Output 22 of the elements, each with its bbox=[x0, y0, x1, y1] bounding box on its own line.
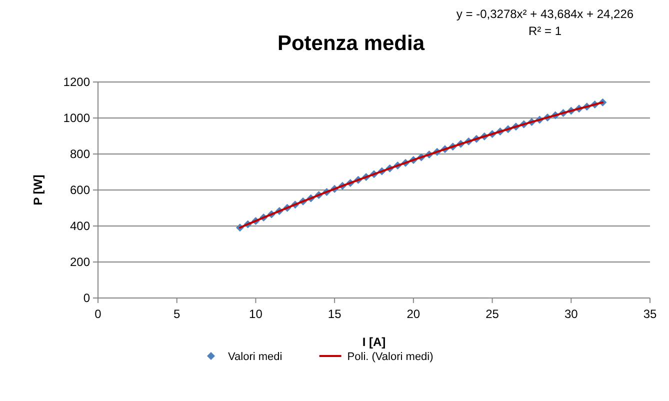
x-tick-label: 0 bbox=[94, 307, 102, 321]
text: R² = 1 bbox=[528, 24, 562, 38]
x-tick-label: 10 bbox=[249, 307, 263, 321]
x-tick-label: 35 bbox=[643, 307, 657, 321]
x-axis-title: I [A] bbox=[362, 335, 386, 349]
y-tick-label: 0 bbox=[83, 291, 90, 305]
x-tick-label: 15 bbox=[328, 307, 342, 321]
y-tick-label: 800 bbox=[70, 147, 90, 161]
y-tick-label: 600 bbox=[70, 183, 90, 197]
y-tick-label: 200 bbox=[70, 255, 90, 269]
y-axis-title: P [W] bbox=[31, 174, 45, 206]
x-tick-label: 25 bbox=[486, 307, 500, 321]
text: y = -0,3278x² + 43,684x + 24,226 bbox=[456, 7, 634, 21]
legend-label: Poli. (Valori medi) bbox=[347, 351, 434, 363]
chart-title: Potenza media bbox=[277, 32, 425, 55]
y-tick-label: 1200 bbox=[63, 75, 90, 89]
legend-label: Valori medi bbox=[228, 351, 282, 363]
x-tick-label: 5 bbox=[174, 307, 181, 321]
y-tick-label: 1000 bbox=[63, 111, 90, 125]
x-tick-label: 30 bbox=[564, 307, 578, 321]
x-tick-label: 20 bbox=[406, 307, 420, 321]
y-tick-label: 400 bbox=[70, 219, 90, 233]
